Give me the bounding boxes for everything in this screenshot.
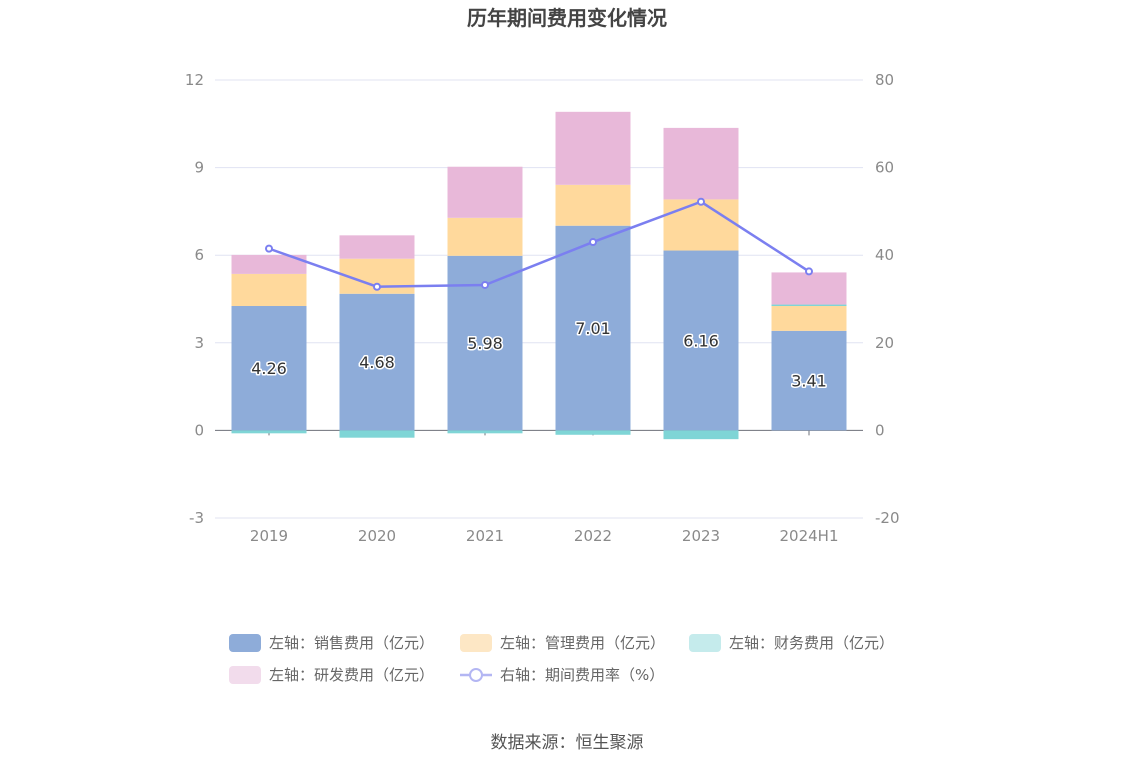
line-point [589,238,597,247]
bar-segment-series-1 [663,250,739,431]
left-axis-tick-label: 3 [194,334,204,352]
bars-layer [231,111,847,440]
left-axis-tick-label: 12 [185,71,204,89]
right-axis-tick-label: 0 [875,421,885,439]
bar-segment-series-1 [555,225,631,431]
x-axis-tick-label: 2021 [466,527,504,545]
data-label: 5.98 [467,334,503,353]
bar-segment-series-4 [555,111,631,185]
bar-segment-series-1 [339,293,415,431]
x-axis-tick-label: 2020 [358,527,396,545]
chart-title: 历年期间费用变化情况 [467,6,667,30]
bar-segment-series-2 [663,199,739,251]
legend-label: 右轴：期间费用率（%） [500,666,664,684]
x-axis-tick-label: 2022 [574,527,612,545]
bar-segment-series-2 [447,217,523,256]
data-label: 4.68 [359,353,395,372]
x-axis-tick-label: 2019 [250,527,288,545]
bar-segment-series-3 [663,430,739,440]
right-axis-tick-label: 80 [875,71,894,89]
data-source: 数据来源：恒生聚源 [491,733,644,753]
legend-swatch-icon [229,634,261,652]
legend-swatch-icon [689,634,721,652]
legend-swatch-icon [460,634,492,652]
legend-label: 左轴：管理费用（亿元） [500,634,665,652]
left-axis-tick-label: 9 [194,159,204,177]
right-axis-tick-label: 60 [875,159,894,177]
bar-segment-series-2 [771,306,847,331]
left-axis-tick-label: 0 [194,421,204,439]
right-axis-tick-label: 20 [875,334,894,352]
line-point [805,267,813,276]
bar-segment-series-4 [663,127,739,200]
left-axis-tick-label: -3 [189,509,204,527]
bar-segment-series-3 [231,430,307,434]
line-layer [265,197,813,291]
line-point [481,280,489,289]
data-label: 7.01 [575,319,611,338]
right-axis-tick-label: 40 [875,246,894,264]
grid-layer: 12 80 9 60 6 40 3 20 0 0 -3 -20 2019 2020 2021 2022 2023… [185,71,900,545]
line-point [697,197,705,206]
legend-label: 左轴：财务费用（亿元） [729,634,894,652]
bar-segment-series-3 [771,304,847,307]
legend-marker-icon [469,668,483,682]
data-label: 6.16 [683,331,719,350]
x-axis-tick-label: 2024H1 [780,527,839,545]
legend-swatch-icon [229,666,261,684]
bar-segment-series-4 [231,254,307,274]
line-point [265,244,273,253]
x-axis-tick-label: 2023 [682,527,720,545]
legend-label: 左轴：销售费用（亿元） [269,634,434,652]
bar-segment-series-4 [447,166,523,218]
bar-segment-series-3 [555,430,631,435]
line-point [373,282,381,291]
bar-segment-series-3 [447,430,523,434]
bar-segment-series-2 [555,184,631,226]
bar-segment-series-3 [339,430,415,438]
bar-segment-series-4 [339,235,415,259]
right-axis-tick-label: -20 [875,509,900,527]
bar-segment-series-1 [771,330,847,431]
data-label: 4.26 [251,359,287,378]
labels-layer: 4.26 4.68 5.98 7.01 6.16 3.41 [250,318,829,393]
data-label: 3.41 [791,372,827,391]
legend: 左轴：销售费用（亿元） 左轴：管理费用（亿元） 左轴：财务费用（亿元） 左轴：研发费用… [229,634,894,684]
series-line-expense-ratio [268,200,810,288]
bar-segment-series-2 [231,273,307,307]
bar-segment-series-1 [231,306,307,431]
left-axis-tick-label: 6 [194,246,204,264]
legend-label: 左轴：研发费用（亿元） [269,666,434,684]
bar-segment-series-4 [771,272,847,305]
